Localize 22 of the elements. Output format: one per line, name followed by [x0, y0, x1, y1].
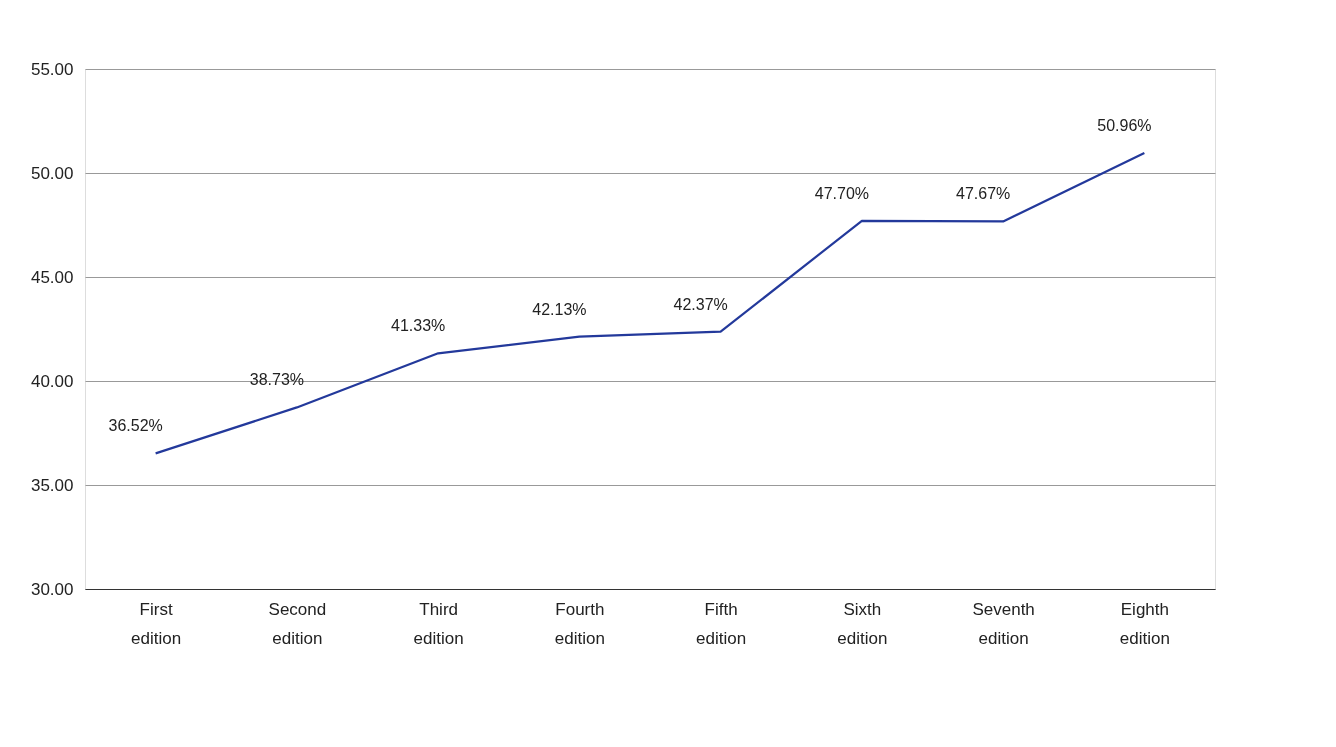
x-tick-label: Eighth edition	[1119, 599, 1170, 648]
data-label: 50.96%	[1097, 117, 1152, 135]
data-label: 42.37%	[673, 295, 728, 313]
data-label: 47.70%	[814, 184, 870, 202]
y-tick-label: 40.00	[30, 371, 74, 391]
data-label: 41.33%	[390, 317, 446, 335]
x-tick-label: Third edition	[413, 599, 464, 648]
data-label: 47.67%	[955, 185, 1011, 203]
x-tick-label: Second edition	[268, 599, 327, 648]
data-label: 36.52%	[108, 417, 163, 435]
y-tick-label: 45.00	[30, 267, 74, 287]
x-tick-label: Seventh edition	[972, 599, 1035, 648]
y-tick-label: 35.00	[30, 475, 74, 495]
y-tick-label: 30.00	[30, 579, 74, 599]
x-tick-label: Sixth edition	[837, 599, 888, 648]
data-label: 42.13%	[532, 300, 587, 318]
y-tick-label: 55.00	[30, 59, 74, 79]
x-tick-label: Fourth edition	[554, 599, 605, 648]
x-tick-label: First edition	[131, 599, 182, 648]
x-tick-label: Fifth edition	[696, 599, 747, 648]
data-label: 38.73%	[249, 371, 305, 389]
y-tick-label: 50.00	[30, 163, 74, 183]
